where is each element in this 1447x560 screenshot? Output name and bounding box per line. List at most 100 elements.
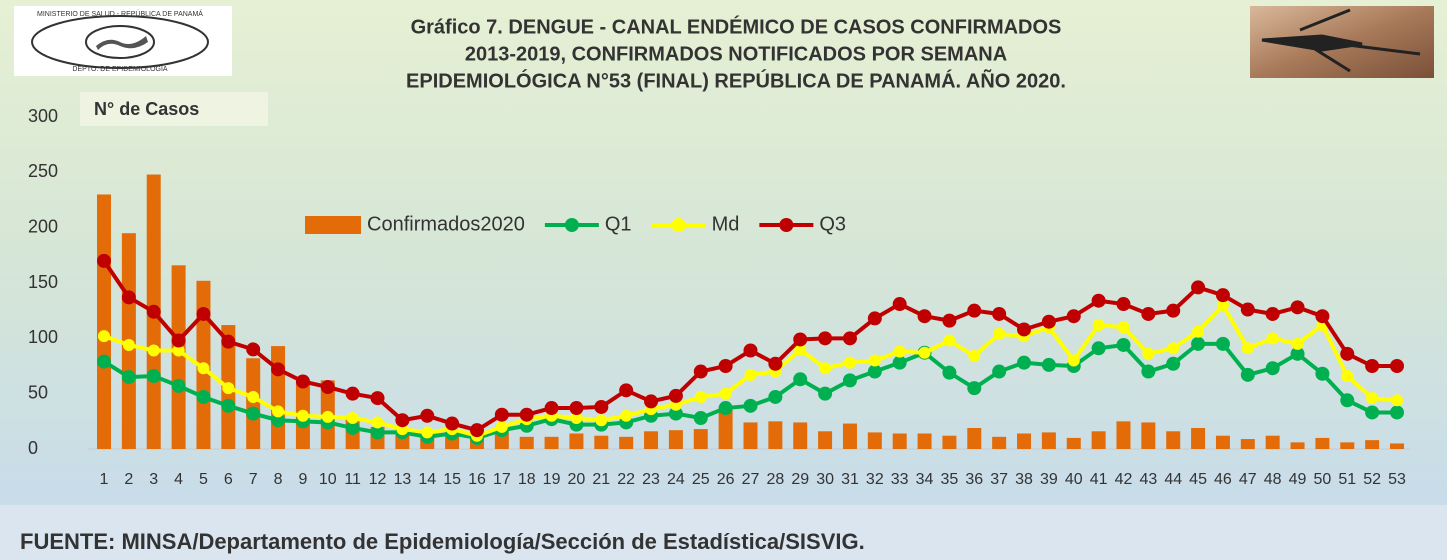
point [1141,364,1156,379]
x-tick-label: 43 [1139,471,1157,488]
x-tick-label: 16 [468,471,486,488]
x-tick-label: 9 [298,471,307,488]
point [744,368,757,381]
point [221,398,236,413]
point [519,407,534,422]
point [345,420,360,435]
point [892,297,907,312]
bar [1340,442,1355,449]
point [693,364,708,379]
footer-band [0,505,1447,560]
x-tick-label: 31 [841,471,859,488]
bar [594,435,609,449]
point [768,356,783,371]
point [1341,369,1354,382]
mosquito [1261,8,1421,73]
point [97,354,111,369]
point [1017,355,1032,370]
bar [1365,440,1380,449]
point [693,411,708,426]
x-tick-label: 51 [1338,471,1356,488]
point [719,387,732,400]
point [97,253,111,268]
x-tick-label: 12 [369,471,387,488]
point [842,373,857,388]
point [893,345,906,358]
point [1240,302,1255,317]
bar [1390,443,1404,449]
bar [842,423,857,449]
point [668,388,683,403]
logo-map [96,36,148,50]
x-tick-label: 23 [642,471,660,488]
point [445,416,460,431]
point [620,409,633,422]
x-tick-label: 52 [1363,471,1381,488]
y-tick-label: 200 [28,216,58,236]
point [222,382,235,395]
point [1265,306,1280,321]
point [469,423,484,438]
point [196,389,211,404]
x-tick-label: 7 [249,471,258,488]
point [1315,309,1330,324]
point [1365,405,1380,420]
x-tick-label: 18 [518,471,536,488]
point [818,386,833,401]
bar [644,431,659,449]
point [868,354,881,367]
x-tick-label: 36 [965,471,983,488]
bar [1265,435,1280,449]
bar [818,431,833,449]
point [1390,359,1404,373]
bar [1315,437,1330,449]
x-tick-label: 1 [100,471,109,488]
logo-iris [85,25,155,59]
point [644,394,659,409]
point [494,407,509,422]
point [1166,303,1181,318]
x-tick-label: 34 [916,471,934,488]
point [121,370,136,385]
logo-box [14,6,232,76]
chart-title: 2013-2019, CONFIRMADOS NOTIFICADOS POR S… [465,43,1007,65]
x-tick-label: 29 [791,471,809,488]
bar [544,436,559,449]
point [370,425,385,440]
x-tick-label: 22 [617,471,635,488]
point [1340,393,1355,408]
point [345,386,360,401]
point [743,343,758,358]
x-tick-label: 37 [990,471,1008,488]
bar [1017,433,1032,449]
x-tick-label: 10 [319,471,337,488]
x-tick-label: 2 [124,471,133,488]
bar [967,427,982,449]
bar [867,432,882,449]
point [1290,346,1305,361]
x-tick-label: 4 [174,471,183,488]
point [1116,297,1131,312]
x-tick-label: 47 [1239,471,1257,488]
point [892,355,907,370]
x-tick-label: 8 [274,471,283,488]
point [122,338,135,351]
x-tick-label: 33 [891,471,909,488]
bar [171,265,186,449]
point [718,359,733,373]
bar [1191,427,1206,449]
point [967,381,982,396]
bar [97,194,111,449]
point [171,378,186,393]
point [121,290,136,305]
bar [1141,422,1156,449]
point [1391,394,1403,407]
point [1092,319,1105,332]
point [1192,325,1205,338]
x-tick-label: 35 [941,471,959,488]
point [1142,347,1155,360]
point [246,406,261,421]
point [1265,361,1280,376]
logo: MINISTERIO DE SALUD - REPÚBLICA DE PANAM… [14,6,232,76]
y-label-box [80,92,268,126]
